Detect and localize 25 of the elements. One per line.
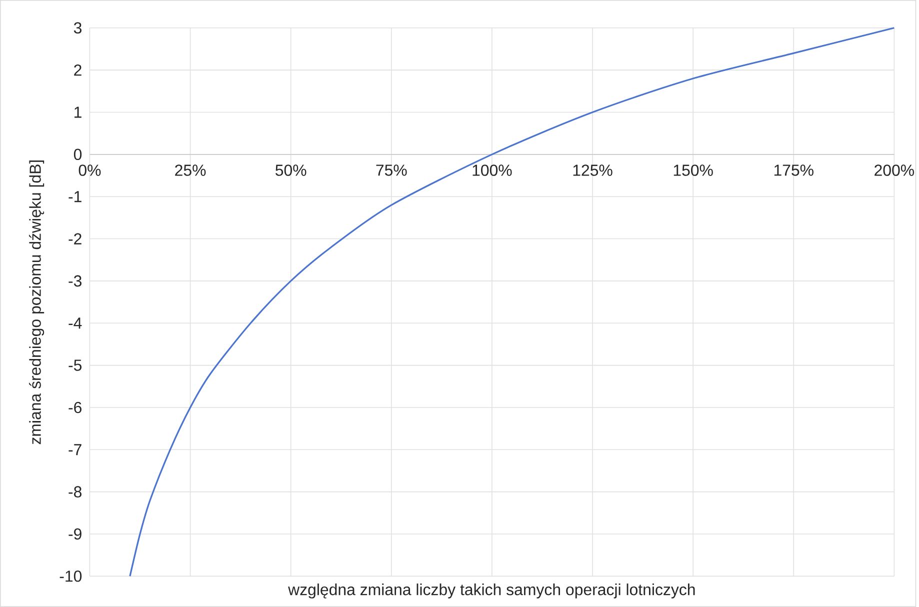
y-tick-label: -3 [68, 275, 82, 287]
y-tick-label: -4 [68, 318, 82, 329]
x-tick-label: 50% [276, 164, 306, 176]
y-tick-label: 3 [74, 22, 82, 34]
y-tick-label: 2 [74, 64, 82, 76]
y-tick-label: -1 [68, 191, 82, 202]
x-tick-label: 75% [376, 164, 407, 176]
y-tick-label: -8 [68, 486, 82, 498]
y-tick-label: -7 [68, 444, 82, 456]
y-axis-title: zmiana średniego poziomu dźwięku [dB] [29, 160, 44, 444]
x-axis-title: względna zmiana liczby takich samych operacji lotniczych [288, 584, 695, 598]
y-tick-label: -5 [68, 360, 82, 371]
y-tick-label: -2 [68, 233, 82, 244]
x-tick-label: 25% [175, 164, 206, 176]
x-tick-label: 0% [78, 164, 101, 176]
y-tick-label: -6 [68, 402, 82, 414]
y-tick-label: 1 [74, 106, 82, 118]
x-tick-label: 200% [874, 164, 914, 176]
x-tick-label: 100% [472, 164, 512, 176]
y-tick-label: -9 [68, 528, 82, 540]
y-tick-label: -10 [60, 570, 82, 582]
x-tick-label: 150% [674, 164, 713, 176]
x-tick-label: 175% [774, 164, 814, 176]
y-tick-label: 0 [74, 148, 82, 160]
x-tick-label: 125% [573, 164, 612, 176]
